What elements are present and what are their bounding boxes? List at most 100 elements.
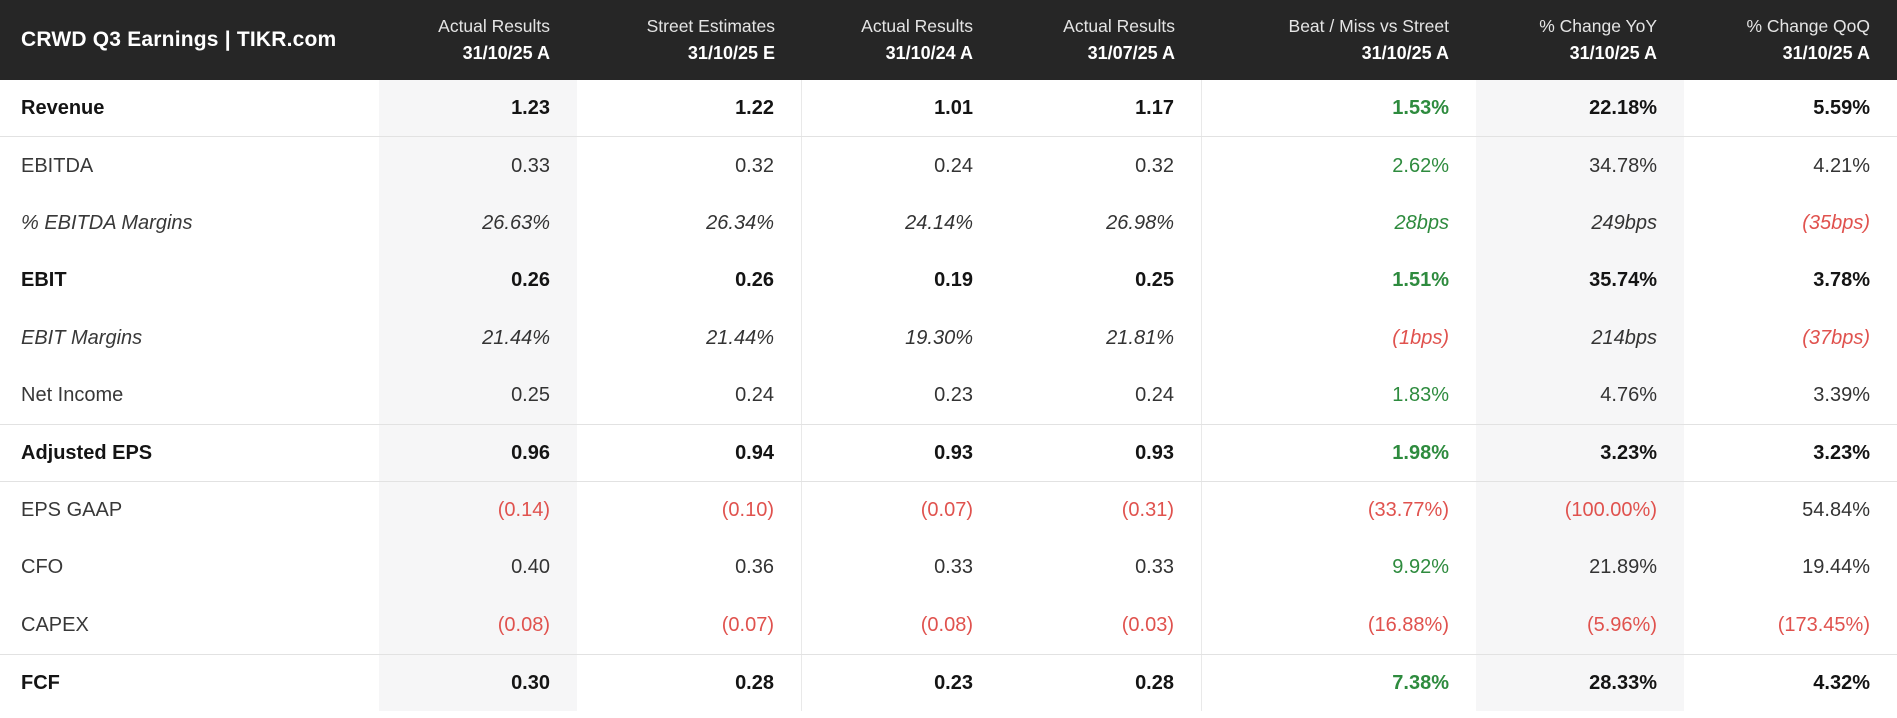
- value-cell: 4.21%: [1813, 154, 1870, 177]
- table-row: EPS GAAP (0.14) (0.10) (0.07) (0.31) (33.77%)…: [0, 481, 1897, 540]
- value-cell: 0.40: [379, 539, 577, 597]
- value-cell: (5.96%): [1476, 596, 1684, 654]
- value-cell: 3.23%: [1813, 441, 1870, 464]
- value-cell: 1.01: [934, 96, 973, 119]
- value-cell: 3.78%: [1813, 269, 1870, 292]
- row-label: EBIT: [21, 269, 67, 292]
- value-cell: (1bps): [1392, 326, 1449, 349]
- value-cell: 21.44%: [577, 309, 802, 367]
- value-cell: 34.78%: [1476, 137, 1684, 195]
- header-row: CRWD Q3 Earnings | TIKR.com Actual Resul…: [0, 0, 1897, 80]
- row-label: Adjusted EPS: [21, 441, 153, 464]
- value-cell: 1.53%: [1392, 96, 1449, 119]
- value-cell: (0.10): [577, 481, 802, 540]
- value-cell: (100.00%): [1476, 481, 1684, 540]
- value-cell: 1.51%: [1392, 269, 1449, 292]
- table-row: CFO 0.40 0.36 0.33 0.33 9.92% 21.89% 19.44%: [0, 539, 1897, 597]
- value-cell: 0.25: [379, 366, 577, 425]
- value-cell: (0.31): [1000, 481, 1202, 540]
- row-label: CAPEX: [21, 613, 89, 636]
- value-cell: 3.23%: [1476, 425, 1684, 481]
- value-cell: 1.98%: [1392, 441, 1449, 464]
- value-cell: 3.39%: [1813, 384, 1870, 407]
- row-label: EBIT Margins: [21, 326, 143, 349]
- column-header-5: Beat / Miss vs Street 31/10/25 A: [1202, 0, 1476, 80]
- value-cell: (16.88%): [1367, 613, 1449, 636]
- value-cell: (0.03): [1000, 596, 1202, 654]
- value-cell: 24.14%: [905, 211, 973, 234]
- table-body: Revenue 1.23 1.22 1.01 1.17 1.53% 22.18% 5.59% E…: [0, 80, 1897, 712]
- table-row: EBITDA 0.33 0.32 0.24 0.32 2.62% 34.78% 4.21%: [0, 137, 1897, 195]
- table-row: Revenue 1.23 1.22 1.01 1.17 1.53% 22.18% 5.59%: [0, 80, 1897, 138]
- value-cell: 4.76%: [1476, 366, 1684, 425]
- value-cell: 26.63%: [379, 194, 577, 253]
- column-header-4: Actual Results 31/07/25 A: [1000, 0, 1202, 80]
- column-header-2: Street Estimates 31/10/25 E: [577, 0, 802, 80]
- value-cell: 0.19: [934, 269, 973, 292]
- column-header-6: % Change YoY 31/10/25 A: [1476, 0, 1684, 80]
- value-cell: (33.77%): [1367, 498, 1449, 521]
- value-cell: 0.30: [379, 654, 577, 712]
- value-cell: 0.25: [1000, 252, 1202, 310]
- value-cell: 0.26: [379, 252, 577, 310]
- column-header-line1: Actual Results: [1063, 16, 1175, 36]
- value-cell: 1.23: [379, 80, 577, 137]
- value-cell: 0.36: [577, 539, 802, 597]
- column-header-3: Actual Results 31/10/24 A: [802, 0, 1000, 80]
- column-header-date: 31/10/25 A: [462, 43, 550, 63]
- value-cell: 0.93: [934, 441, 973, 464]
- table-row: CAPEX (0.08) (0.07) (0.08) (0.03) (16.88%) (5.…: [0, 596, 1897, 654]
- value-cell: 0.94: [577, 425, 802, 481]
- value-cell: 214bps: [1476, 309, 1684, 367]
- table-row: % EBITDA Margins 26.63% 26.34% 24.14% 26.98%…: [0, 194, 1897, 253]
- value-cell: 21.81%: [1000, 309, 1202, 367]
- column-header-date: 31/10/25 A: [1361, 43, 1449, 63]
- column-header-date: 31/07/25 A: [1087, 43, 1175, 63]
- row-label: Net Income: [21, 384, 124, 407]
- value-cell: (35bps): [1802, 211, 1870, 234]
- value-cell: 0.32: [1000, 137, 1202, 195]
- row-label: FCF: [21, 671, 60, 694]
- value-cell: 26.34%: [577, 194, 802, 253]
- column-header-line1: Actual Results: [438, 16, 550, 36]
- column-header-date: 31/10/24 A: [885, 43, 973, 63]
- table-row: FCF 0.30 0.28 0.23 0.28 7.38% 28.33% 4.32%: [0, 653, 1897, 712]
- table-row: Adjusted EPS 0.96 0.94 0.93 0.93 1.98% 3.23% 3.…: [0, 424, 1897, 482]
- column-header-line1: Beat / Miss vs Street: [1288, 16, 1449, 36]
- value-cell: (173.45%): [1777, 613, 1870, 636]
- value-cell: 54.84%: [1802, 498, 1870, 521]
- column-header-date: 31/10/25 A: [1782, 43, 1870, 63]
- table-row: EBIT 0.26 0.26 0.19 0.25 1.51% 35.74% 3.78%: [0, 252, 1897, 310]
- value-cell: 0.93: [1000, 425, 1202, 481]
- value-cell: 0.96: [379, 425, 577, 481]
- value-cell: 0.24: [577, 366, 802, 425]
- column-header-date: 31/10/25 A: [1569, 43, 1657, 63]
- value-cell: 4.32%: [1813, 671, 1870, 694]
- column-header-date: 31/10/25 E: [687, 43, 775, 63]
- value-cell: (0.07): [577, 596, 802, 654]
- value-cell: 0.23: [934, 671, 973, 694]
- value-cell: 9.92%: [1392, 556, 1449, 579]
- column-header-7: % Change QoQ 31/10/25 A: [1684, 0, 1897, 80]
- column-header-line1: Actual Results: [861, 16, 973, 36]
- value-cell: 2.62%: [1392, 154, 1449, 177]
- value-cell: 1.17: [1000, 80, 1202, 137]
- value-cell: 1.22: [577, 80, 802, 137]
- value-cell: 0.24: [934, 154, 973, 177]
- value-cell: 22.18%: [1476, 80, 1684, 137]
- value-cell: 1.83%: [1392, 384, 1449, 407]
- row-label: CFO: [21, 556, 64, 579]
- value-cell: 19.30%: [905, 326, 973, 349]
- row-label: Revenue: [21, 96, 105, 119]
- value-cell: 35.74%: [1476, 252, 1684, 310]
- row-label: % EBITDA Margins: [21, 211, 193, 234]
- value-cell: 0.32: [577, 137, 802, 195]
- column-header-line1: % Change QoQ: [1746, 16, 1870, 36]
- value-cell: (0.07): [920, 498, 973, 521]
- value-cell: 0.33: [1000, 539, 1202, 597]
- value-cell: 0.28: [1000, 654, 1202, 712]
- column-header-1: Actual Results 31/10/25 A: [379, 0, 577, 80]
- value-cell: (0.08): [920, 613, 973, 636]
- value-cell: 0.28: [577, 654, 802, 712]
- value-cell: (37bps): [1802, 326, 1870, 349]
